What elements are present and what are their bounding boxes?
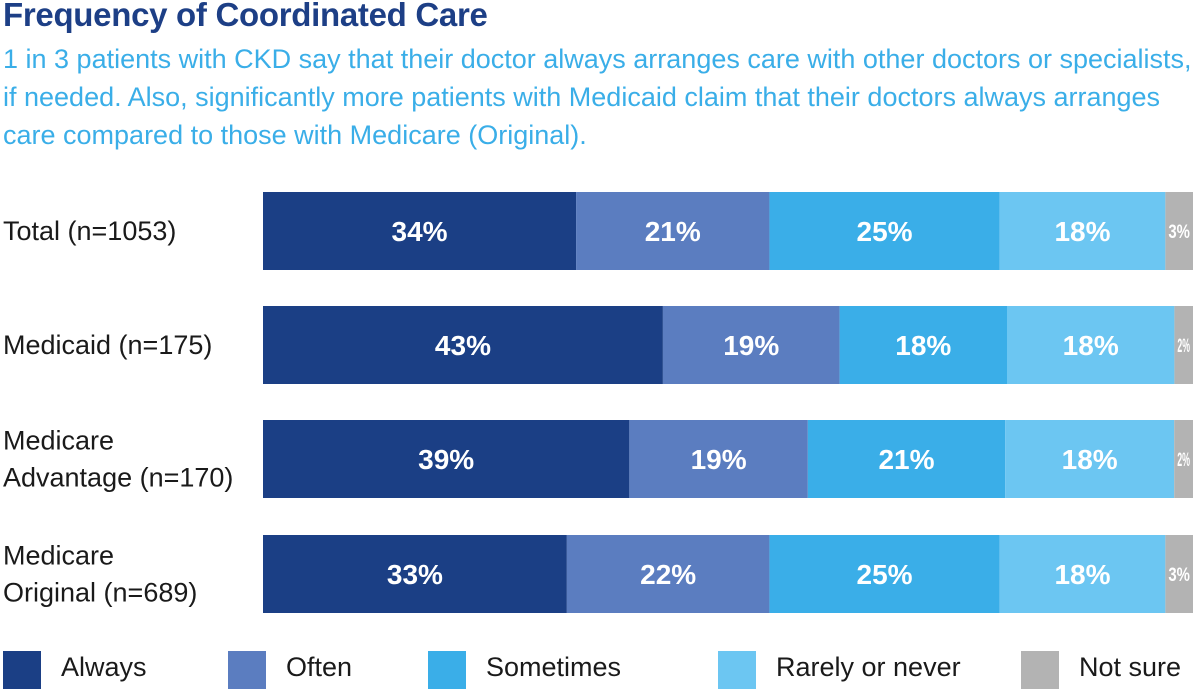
bar-segment-sometimes <box>839 306 1007 384</box>
category-label: Medicare Advantage (n=170) <box>3 426 233 493</box>
bar-segment-sometimes <box>807 420 1006 498</box>
bar-segment-not-sure <box>1165 535 1193 613</box>
bar-segment-often <box>629 420 808 498</box>
bar-segment-always <box>263 420 630 498</box>
data-label: 18% <box>895 330 951 361</box>
data-label: 21% <box>645 216 701 247</box>
bar-segment-not-sure <box>1165 192 1193 270</box>
bar-segment-sometimes <box>769 192 1000 270</box>
legend-swatch <box>228 651 266 689</box>
data-label: 18% <box>1054 216 1110 247</box>
category-label-line: Medicaid (n=175) <box>3 330 212 360</box>
category-label-line: Medicare <box>3 426 114 456</box>
data-label: 3% <box>1168 222 1190 243</box>
bar-segment-often <box>576 192 770 270</box>
chart-legend: Always Often Sometimes Rarely or never Not s… <box>3 648 1198 692</box>
bar-segment-often <box>662 306 840 384</box>
data-label: 34% <box>392 216 448 247</box>
data-label: 43% <box>435 330 491 361</box>
category-label-line: Original (n=689) <box>3 578 197 608</box>
category-label: Medicare Original (n=689) <box>3 541 197 608</box>
bar-segment-rarely-or-never <box>1007 306 1175 384</box>
chart-title: Frequency of Coordinated Care <box>3 0 488 33</box>
legend-label: Often <box>286 652 353 682</box>
data-label: 3% <box>1168 565 1190 586</box>
data-label: 18% <box>1063 330 1119 361</box>
category-label-line: Advantage (n=170) <box>3 463 233 493</box>
bar-segment-rarely-or-never <box>1005 420 1175 498</box>
category-label-line: Medicare <box>3 541 114 571</box>
bar-segment-rarely-or-never <box>999 535 1166 613</box>
data-label: 25% <box>857 216 913 247</box>
bar-segment-not-sure <box>1174 306 1193 384</box>
data-label: 25% <box>857 559 913 590</box>
category-label: Total (n=1053) <box>3 216 176 246</box>
bar-segment-not-sure <box>1174 420 1193 498</box>
data-label: 33% <box>387 559 443 590</box>
bar-segment-often <box>566 535 770 613</box>
legend-label: Rarely or never <box>776 652 961 682</box>
bar-segment-always <box>263 192 577 270</box>
data-label: 19% <box>691 444 747 475</box>
bar-segment-always <box>263 306 663 384</box>
data-label: 2% <box>1177 336 1190 357</box>
category-label: Medicaid (n=175) <box>3 330 212 360</box>
legend-label: Always <box>61 652 147 682</box>
legend-swatch <box>3 651 41 689</box>
data-label: 18% <box>1054 559 1110 590</box>
bar-segment-sometimes <box>769 535 1000 613</box>
legend-swatch <box>428 651 466 689</box>
legend-swatch <box>718 651 756 689</box>
data-label: 39% <box>418 444 474 475</box>
bar-segment-always <box>263 535 567 613</box>
legend-label: Sometimes <box>486 652 622 682</box>
legend-swatch <box>1021 651 1059 689</box>
bar-segment-rarely-or-never <box>999 192 1166 270</box>
data-label: 18% <box>1062 444 1118 475</box>
stacked-bar-chart: Total (n=1053) 34% 21% 25% 18% 3% Medicaid (n=… <box>3 192 1193 613</box>
category-label-line: Total (n=1053) <box>3 216 176 246</box>
chart-subtitle: 1 in 3 patients with CKD say that their … <box>3 44 1192 150</box>
data-label: 22% <box>640 559 696 590</box>
data-label: 2% <box>1177 450 1190 471</box>
data-label: 19% <box>723 330 779 361</box>
data-label: 21% <box>878 444 934 475</box>
legend-label: Not sure <box>1079 652 1182 682</box>
